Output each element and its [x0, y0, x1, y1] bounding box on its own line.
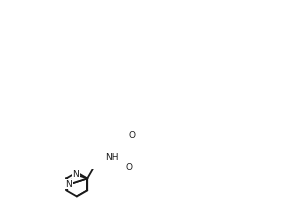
Text: N: N	[65, 180, 72, 189]
Text: O: O	[126, 163, 133, 172]
Text: O: O	[128, 131, 135, 140]
Text: NH: NH	[105, 153, 118, 162]
Text: N: N	[73, 170, 79, 179]
